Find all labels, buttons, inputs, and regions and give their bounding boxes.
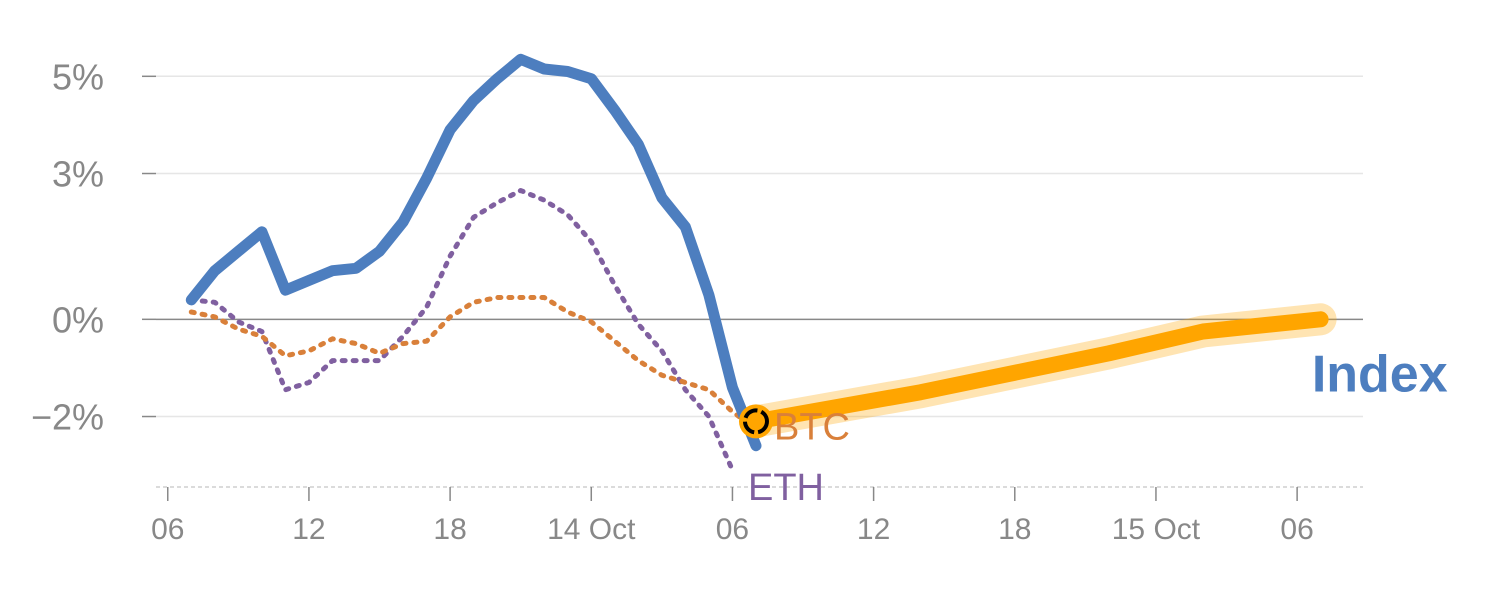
- y-tick-label-1: 3%: [52, 154, 104, 195]
- x-tick-label-2: 18: [433, 513, 466, 546]
- y-tick-label-3: −2%: [31, 397, 104, 438]
- x-tick-label-7: 15 Oct: [1112, 513, 1201, 546]
- x-tick-label-8: 06: [1280, 513, 1313, 546]
- series-line-index: [185, 53, 762, 452]
- x-tick-label-0: 06: [151, 513, 184, 546]
- series-label-eth: ETH: [748, 467, 824, 509]
- x-tick-label-5: 12: [857, 513, 890, 546]
- x-tick-label-6: 18: [998, 513, 1031, 546]
- series-label-index: Index: [1312, 345, 1448, 403]
- forecast-line: [748, 311, 1329, 430]
- series-label-btc: BTC: [774, 406, 850, 448]
- x-tick-label-3: 14 Oct: [547, 513, 636, 546]
- x-tick-label-1: 12: [292, 513, 325, 546]
- x-tick-label-4: 06: [716, 513, 749, 546]
- current-marker-inner: [742, 408, 769, 435]
- y-tick-label-0: 5%: [52, 56, 104, 97]
- series-line-eth: [188, 188, 735, 473]
- y-tick-label-2: 0%: [52, 299, 104, 340]
- series-line-btc: [188, 295, 759, 432]
